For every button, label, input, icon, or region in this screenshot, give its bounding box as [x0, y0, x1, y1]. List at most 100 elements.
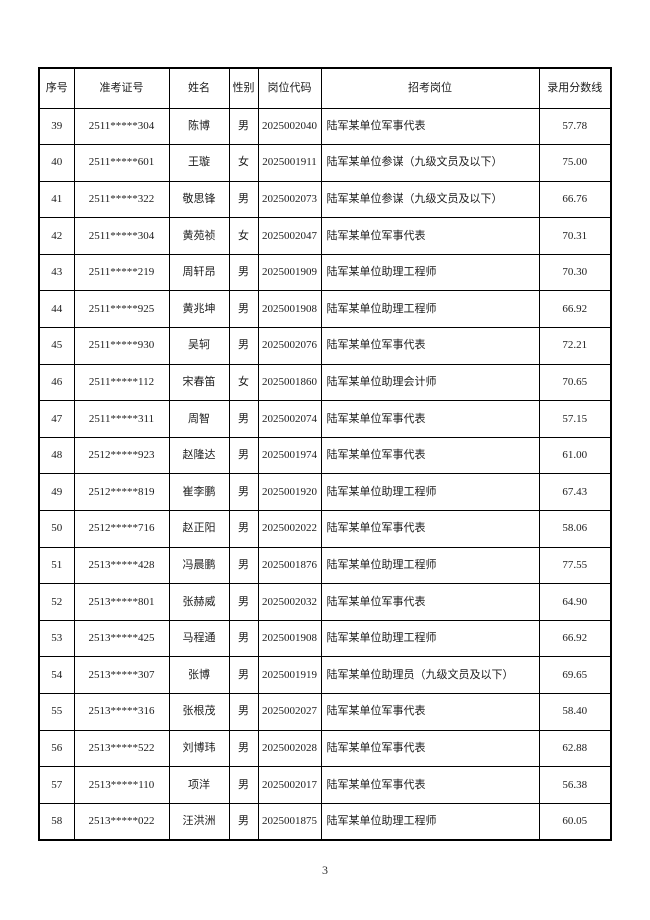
- cell-name: 刘博玮: [168, 729, 230, 768]
- cell-name: 汪洪洲: [168, 802, 230, 841]
- admission-score-table: 序号 准考证号 姓名 性别 岗位代码 招考岗位 录用分数线 39 2511*****304 陈博…: [38, 67, 612, 841]
- table-row: 52 2513*****801 张赫威男 2025002032 陆军某单位军事代表 64.…: [38, 583, 612, 621]
- cell-position: 陆军某单位助理工程师: [320, 473, 540, 512]
- cell-index: 49: [38, 473, 75, 512]
- cell-position-code: 2025002017: [257, 766, 322, 804]
- cell-exam-id: 2511*****304: [73, 217, 170, 255]
- cell-gender: 男: [228, 400, 259, 438]
- cell-position: 陆军某单位助理员（九级文员及以下）: [320, 656, 540, 694]
- cell-exam-id: 2513*****522: [73, 729, 170, 768]
- cell-score: 75.00: [538, 144, 612, 182]
- cell-position-code: 2025001908: [257, 619, 322, 658]
- cell-gender: 女: [228, 363, 259, 402]
- cell-exam-id: 2511*****322: [73, 180, 170, 219]
- cell-name: 宋春笛: [168, 363, 230, 402]
- cell-position: 陆军某单位军事代表: [320, 583, 540, 621]
- cell-gender: 男: [228, 619, 259, 658]
- cell-name: 周轩昂: [168, 253, 230, 292]
- cell-index: 51: [38, 546, 75, 585]
- cell-score: 67.43: [538, 473, 612, 512]
- cell-exam-id: 2511*****304: [73, 107, 170, 146]
- cell-position-code: 2025001860: [257, 363, 322, 402]
- cell-position-code: 2025002027: [257, 693, 322, 731]
- table-row: 58 2513*****022 汪洪洲男 2025001875 陆军某单位助理工程师 60…: [38, 802, 612, 841]
- cell-position-code: 2025002074: [257, 400, 322, 438]
- cell-index: 57: [38, 766, 75, 804]
- table-row: 57 2513*****110 项洋男 2025002017 陆军某单位军事代表 56.3…: [38, 766, 612, 804]
- cell-exam-id: 2511*****311: [73, 400, 170, 438]
- col-header-index: 序号: [38, 67, 75, 109]
- cell-index: 44: [38, 290, 75, 329]
- cell-position: 陆军某单位军事代表: [320, 327, 540, 365]
- cell-position: 陆军某单位参谋（九级文员及以下）: [320, 180, 540, 219]
- cell-exam-id: 2511*****601: [73, 144, 170, 182]
- cell-exam-id: 2511*****112: [73, 363, 170, 402]
- table-body: 39 2511*****304 陈博男 2025002040 陆军某单位军事代表 57.7…: [38, 107, 612, 841]
- cell-exam-id: 2512*****923: [73, 436, 170, 475]
- cell-gender: 男: [228, 436, 259, 475]
- cell-exam-id: 2511*****925: [73, 290, 170, 329]
- cell-score: 61.00: [538, 436, 612, 475]
- table-row: 47 2511*****311 周智男 2025002074 陆军某单位军事代表 57.1…: [38, 400, 612, 438]
- cell-score: 69.65: [538, 656, 612, 694]
- cell-position-code: 2025002073: [257, 180, 322, 219]
- cell-position: 陆军某单位军事代表: [320, 400, 540, 438]
- cell-name: 赵正阳: [168, 510, 230, 548]
- cell-position: 陆军某单位助理工程师: [320, 546, 540, 585]
- table-row: 40 2511*****601 王璇女 2025001911 陆军某单位参谋（九级文员及…: [38, 144, 612, 182]
- col-header-score: 录用分数线: [538, 67, 612, 109]
- cell-score: 70.31: [538, 217, 612, 255]
- cell-score: 56.38: [538, 766, 612, 804]
- cell-name: 崔李鹏: [168, 473, 230, 512]
- cell-exam-id: 2512*****819: [73, 473, 170, 512]
- cell-position: 陆军某单位军事代表: [320, 729, 540, 768]
- cell-gender: 男: [228, 656, 259, 694]
- cell-index: 43: [38, 253, 75, 292]
- cell-position-code: 2025001908: [257, 290, 322, 329]
- cell-exam-id: 2513*****022: [73, 802, 170, 841]
- cell-index: 45: [38, 327, 75, 365]
- cell-name: 项洋: [168, 766, 230, 804]
- cell-name: 周智: [168, 400, 230, 438]
- col-header-exam-id: 准考证号: [73, 67, 170, 109]
- table-row: 46 2511*****112 宋春笛女 2025001860 陆军某单位助理会计师 70…: [38, 363, 612, 402]
- cell-score: 58.06: [538, 510, 612, 548]
- table-row: 49 2512*****819 崔李鹏男 2025001920 陆军某单位助理工程师 67…: [38, 473, 612, 512]
- cell-gender: 男: [228, 107, 259, 146]
- page-number: 3: [322, 863, 328, 877]
- table-row: 50 2512*****716 赵正阳男 2025002022 陆军某单位军事代表 58.…: [38, 510, 612, 548]
- cell-score: 57.78: [538, 107, 612, 146]
- cell-position-code: 2025001974: [257, 436, 322, 475]
- cell-score: 57.15: [538, 400, 612, 438]
- cell-name: 张赫威: [168, 583, 230, 621]
- cell-score: 58.40: [538, 693, 612, 731]
- cell-gender: 男: [228, 766, 259, 804]
- cell-index: 53: [38, 619, 75, 658]
- cell-position: 陆军某单位军事代表: [320, 217, 540, 255]
- cell-index: 50: [38, 510, 75, 548]
- table-row: 43 2511*****219 周轩昂男 2025001909 陆军某单位助理工程师 70…: [38, 253, 612, 292]
- cell-gender: 男: [228, 802, 259, 841]
- cell-exam-id: 2513*****801: [73, 583, 170, 621]
- cell-score: 62.88: [538, 729, 612, 768]
- cell-gender: 男: [228, 290, 259, 329]
- cell-name: 黄苑祯: [168, 217, 230, 255]
- table-row: 42 2511*****304 黄苑祯女 2025002047 陆军某单位军事代表 70.…: [38, 217, 612, 255]
- table-row: 48 2512*****923 赵隆达男 2025001974 陆军某单位军事代表 61.…: [38, 436, 612, 475]
- cell-gender: 男: [228, 729, 259, 768]
- table-row: 41 2511*****322 敬思锋男 2025002073 陆军某单位参谋（九级文员…: [38, 180, 612, 219]
- table-row: 54 2513*****307 张博男 2025001919 陆军某单位助理员（九级文员…: [38, 656, 612, 694]
- cell-position-code: 2025002076: [257, 327, 322, 365]
- cell-gender: 男: [228, 473, 259, 512]
- col-header-name: 姓名: [168, 67, 230, 109]
- cell-position-code: 2025001909: [257, 253, 322, 292]
- table-header-row: 序号 准考证号 姓名 性别 岗位代码 招考岗位 录用分数线: [38, 67, 612, 109]
- cell-score: 66.92: [538, 290, 612, 329]
- cell-score: 66.92: [538, 619, 612, 658]
- cell-position-code: 2025002040: [257, 107, 322, 146]
- cell-position: 陆军某单位军事代表: [320, 107, 540, 146]
- col-header-gender: 性别: [228, 67, 259, 109]
- cell-position: 陆军某单位军事代表: [320, 510, 540, 548]
- cell-position-code: 2025002028: [257, 729, 322, 768]
- cell-position: 陆军某单位助理工程师: [320, 802, 540, 841]
